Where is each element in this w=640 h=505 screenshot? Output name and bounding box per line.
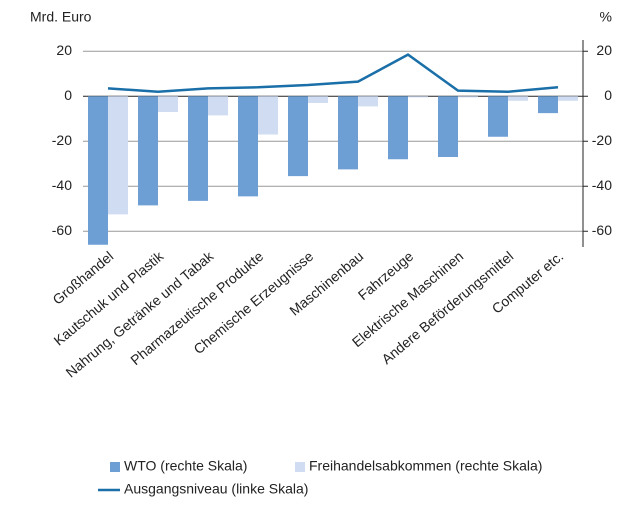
bar: [388, 96, 408, 160]
legend-label: WTO (rechte Skala): [124, 458, 247, 474]
bar: [108, 96, 128, 215]
legend-swatch: [110, 462, 120, 472]
bar: [288, 96, 308, 177]
bar: [458, 96, 478, 98]
y2-tick-label: -20: [592, 132, 612, 148]
bar: [258, 96, 278, 135]
y2-tick-label: 0: [604, 87, 612, 103]
y-tick-label: -20: [52, 132, 72, 148]
bar: [558, 96, 578, 101]
y-tick-label: 20: [56, 42, 72, 58]
bar: [158, 96, 178, 112]
bar: [438, 96, 458, 157]
bar: [338, 96, 358, 170]
y-tick-label: -60: [52, 222, 72, 238]
legend-label: Freihandelsabkommen (rechte Skala): [309, 458, 542, 474]
bar: [488, 96, 508, 137]
y2-axis-label: %: [600, 9, 612, 25]
bar: [508, 96, 528, 101]
bar: [408, 96, 428, 98]
bar: [138, 96, 158, 206]
bar: [208, 96, 228, 116]
y2-tick-label: -40: [592, 177, 612, 193]
legend-label: Ausgangsniveau (linke Skala): [124, 481, 308, 497]
y-tick-label: 0: [64, 87, 72, 103]
legend-swatch: [295, 462, 305, 472]
y-tick-label: -40: [52, 177, 72, 193]
y-axis-label: Mrd. Euro: [30, 9, 92, 25]
bar: [188, 96, 208, 201]
y2-tick-label: -60: [592, 222, 612, 238]
bar: [238, 96, 258, 197]
bar: [538, 96, 558, 114]
y2-tick-label: 20: [596, 42, 612, 58]
bar: [88, 96, 108, 245]
bar: [308, 96, 328, 103]
bar: [358, 96, 378, 107]
line: [107, 53, 559, 94]
